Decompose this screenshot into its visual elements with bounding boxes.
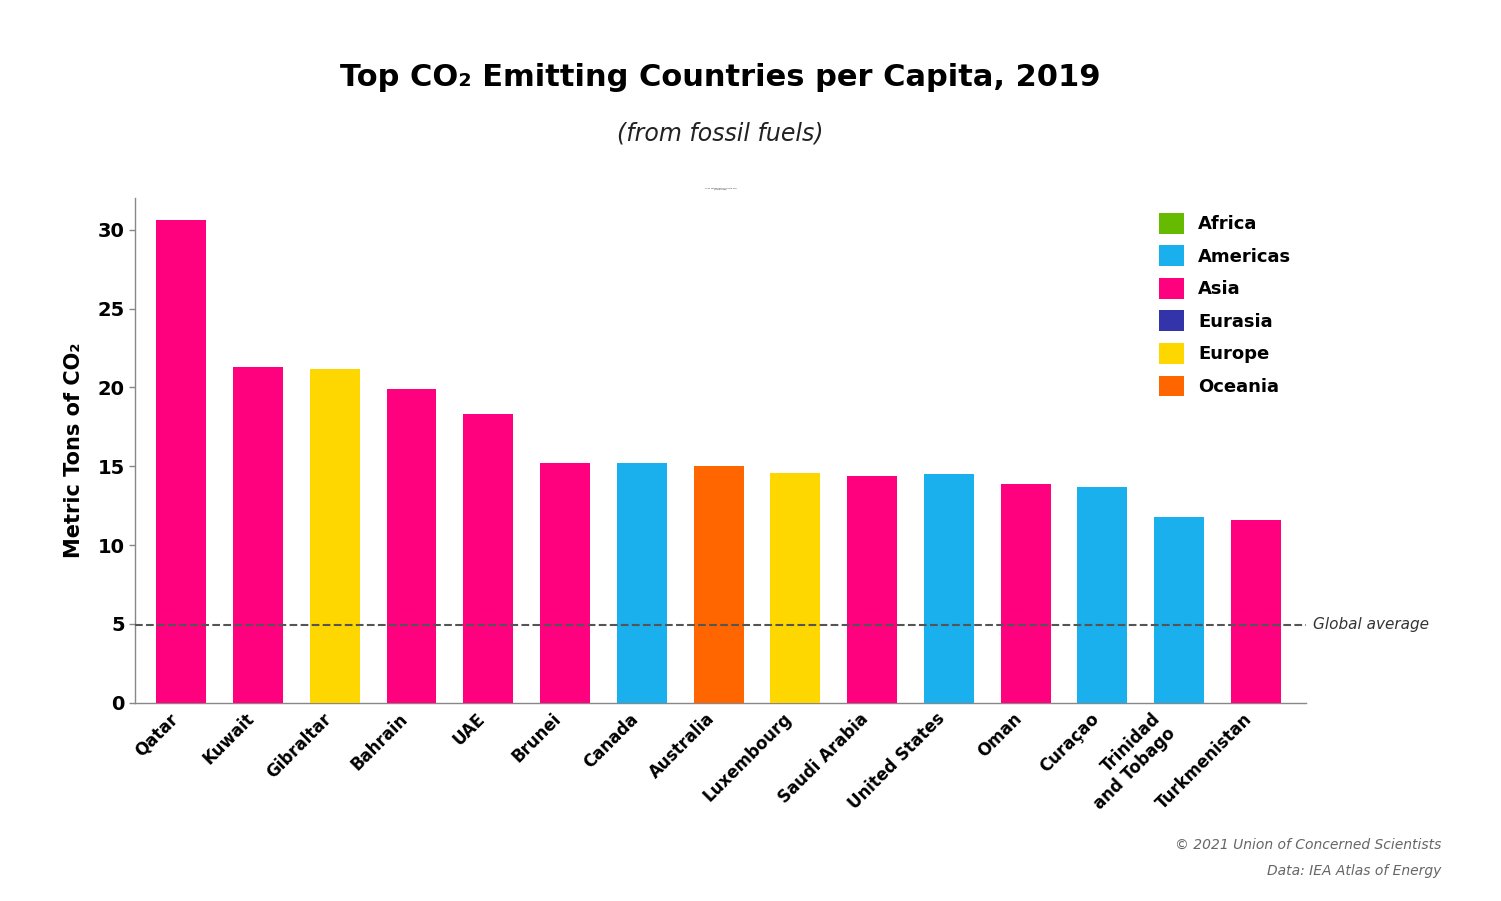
Text: Top CO₂ Emitting Countries per Capita, 2019: Top CO₂ Emitting Countries per Capita, 2… [341,63,1100,92]
Bar [925,474,974,703]
Bar [156,220,206,703]
Bar [1231,520,1280,703]
Text: (from fossil fuels): (from fossil fuels) [617,122,824,146]
Bar [1154,517,1204,703]
Title: Top CO₂ Emitting Countries per Capita, 2019
(from fossil fuels): Top CO₂ Emitting Countries per Capita, 2… [705,187,735,190]
Bar [693,467,743,703]
Bar [233,367,282,703]
Text: Global average: Global average [1313,617,1429,633]
Bar [1001,484,1051,703]
Legend: Africa, Americas, Asia, Eurasia, Europe, Oceania: Africa, Americas, Asia, Eurasia, Europe,… [1153,207,1297,402]
Bar [540,463,590,703]
Bar [464,414,513,703]
Bar [847,476,898,703]
Y-axis label: Metric Tons of CO₂: Metric Tons of CO₂ [63,342,84,559]
Bar [770,473,820,703]
Bar [1078,487,1127,703]
Text: Data: IEA Atlas of Energy: Data: IEA Atlas of Energy [1267,864,1441,878]
Bar [617,463,666,703]
Bar [309,369,360,703]
Bar [387,389,437,703]
Text: © 2021 Union of Concerned Scientists: © 2021 Union of Concerned Scientists [1175,837,1441,851]
